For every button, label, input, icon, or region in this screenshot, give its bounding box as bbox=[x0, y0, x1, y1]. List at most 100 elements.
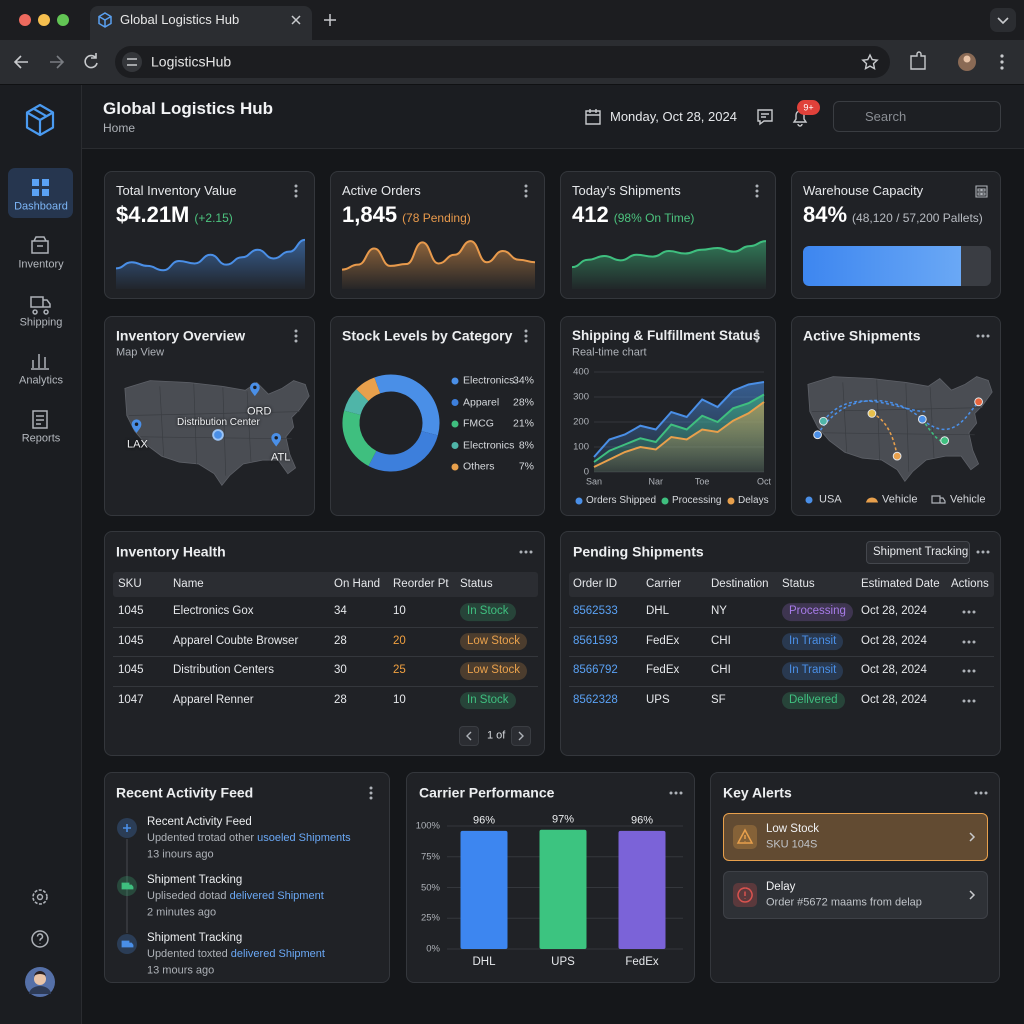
legend-swatch bbox=[451, 399, 459, 406]
menu-dot bbox=[972, 699, 976, 702]
map-pin-dot bbox=[134, 422, 139, 426]
table-cell[interactable]: 8561593 bbox=[573, 634, 618, 647]
legend-label: Electronics bbox=[463, 439, 515, 452]
legend-swatch bbox=[866, 497, 878, 503]
more-menu[interactable] bbox=[294, 329, 298, 343]
alert-text: Order #5672 maams from delap bbox=[766, 896, 922, 909]
window-zoom[interactable] bbox=[57, 14, 69, 26]
y-tick-label: 0% bbox=[426, 943, 440, 955]
shipping-status-card: Shipping & Fulfillment Status Real-time c… bbox=[560, 316, 776, 516]
address-bar[interactable] bbox=[115, 46, 890, 78]
shipment-marker bbox=[940, 436, 950, 445]
user-face bbox=[34, 973, 46, 985]
map-pin bbox=[250, 382, 260, 397]
button-label[interactable]: Shipment Tracking bbox=[873, 545, 969, 558]
more-menu[interactable] bbox=[524, 184, 528, 198]
browser-menu[interactable] bbox=[1000, 54, 1004, 70]
menu-dot bbox=[967, 640, 971, 643]
site-info-icon bbox=[127, 58, 137, 66]
more-menu[interactable] bbox=[974, 791, 988, 795]
user-body bbox=[29, 986, 51, 994]
more-menu[interactable] bbox=[962, 640, 976, 643]
window-close[interactable] bbox=[19, 14, 31, 26]
alert-icon-bg bbox=[733, 883, 757, 907]
more-menu[interactable] bbox=[294, 184, 298, 198]
messages-button[interactable] bbox=[757, 109, 773, 126]
chart-canvas bbox=[733, 883, 976, 907]
pagination-next[interactable] bbox=[511, 726, 531, 746]
nav-item[interactable]: Shipping bbox=[19, 316, 63, 329]
map-pin bbox=[131, 419, 142, 433]
chart-canvas bbox=[124, 380, 310, 486]
settings-button[interactable] bbox=[32, 889, 48, 905]
table-cell[interactable]: 8562328 bbox=[573, 693, 618, 706]
more-menu[interactable] bbox=[369, 786, 373, 800]
legend-swatch bbox=[451, 442, 459, 449]
table-cell: Oct 28, 2024 bbox=[861, 634, 927, 647]
shipment-tracking-button[interactable]: Shipment Tracking bbox=[866, 541, 970, 564]
breadcrumb[interactable]: Home bbox=[103, 120, 136, 135]
donut-segment bbox=[368, 430, 438, 472]
more-menu[interactable] bbox=[755, 329, 759, 343]
menu-dot bbox=[519, 550, 523, 554]
table-cell[interactable]: 8566792 bbox=[573, 664, 618, 677]
window-minimize[interactable] bbox=[38, 14, 50, 26]
more-menu[interactable] bbox=[524, 329, 528, 343]
app-logo bbox=[25, 103, 55, 137]
notifications-button[interactable] bbox=[792, 110, 808, 127]
bar-value-label: 96% bbox=[630, 814, 654, 827]
active-tab[interactable] bbox=[90, 6, 312, 40]
activity-title: Recent Activity Feed bbox=[147, 816, 252, 829]
extensions[interactable] bbox=[910, 51, 926, 70]
shipment-marker bbox=[867, 409, 877, 418]
more-menu[interactable] bbox=[669, 791, 683, 795]
activity-link[interactable]: usoeled Shipments bbox=[257, 832, 351, 844]
row-divider bbox=[113, 656, 538, 657]
search-box[interactable] bbox=[833, 101, 1001, 132]
nav-item[interactable]: Inventory bbox=[18, 258, 64, 271]
help-button[interactable] bbox=[31, 930, 49, 948]
more-menu[interactable] bbox=[962, 699, 976, 702]
bookmark-star[interactable] bbox=[861, 53, 879, 70]
legend-swatch bbox=[451, 463, 459, 471]
back-button[interactable] bbox=[13, 55, 28, 69]
address-text[interactable]: LogisticsHub bbox=[151, 53, 232, 70]
site-info[interactable] bbox=[122, 52, 142, 72]
table-cell: 25 bbox=[393, 664, 406, 677]
more-menu[interactable] bbox=[755, 184, 759, 198]
legend-label: Vehicle bbox=[882, 493, 918, 506]
chart-canvas bbox=[115, 238, 306, 289]
alert-item[interactable]: Low Stock SKU 104S bbox=[723, 813, 988, 861]
table-cell[interactable]: 8562533 bbox=[573, 605, 618, 618]
nav-item[interactable]: Dashboard bbox=[14, 200, 68, 213]
more-menu[interactable] bbox=[962, 610, 976, 614]
reload-button[interactable] bbox=[84, 53, 98, 69]
y-tick-label: 100% bbox=[415, 820, 440, 832]
tab-title[interactable]: Global Logistics Hub bbox=[120, 12, 240, 28]
forward-button[interactable] bbox=[50, 55, 65, 69]
status-pill: Low Stock bbox=[460, 632, 528, 651]
nav-item[interactable]: Analytics bbox=[18, 374, 64, 387]
more-menu[interactable] bbox=[976, 334, 990, 338]
more-menu[interactable] bbox=[976, 550, 990, 554]
activity-link[interactable]: delivered Shipment bbox=[230, 948, 325, 960]
tab-close[interactable] bbox=[291, 15, 301, 25]
pagination-prev[interactable] bbox=[459, 726, 479, 746]
legend-label: Vehicle bbox=[950, 493, 986, 506]
tab-menu[interactable] bbox=[990, 8, 1016, 32]
alert-item[interactable]: Delay Order #5672 maams from delap bbox=[723, 871, 988, 919]
menu-dot bbox=[755, 329, 759, 333]
menu-dot bbox=[984, 791, 988, 795]
more-menu[interactable] bbox=[519, 550, 533, 554]
status-pill: In Transit bbox=[782, 632, 844, 651]
activity-icon bbox=[117, 934, 137, 954]
card-title: Active Shipments bbox=[803, 327, 921, 344]
new-tab[interactable] bbox=[324, 14, 336, 26]
menu-dot bbox=[962, 610, 966, 614]
more-menu[interactable] bbox=[962, 669, 976, 673]
menu-dot bbox=[369, 796, 373, 800]
nav-item[interactable]: Reports bbox=[21, 432, 61, 445]
activity-link[interactable]: delivered Shipment bbox=[229, 890, 324, 902]
y-tick-label: 300 bbox=[573, 391, 589, 403]
